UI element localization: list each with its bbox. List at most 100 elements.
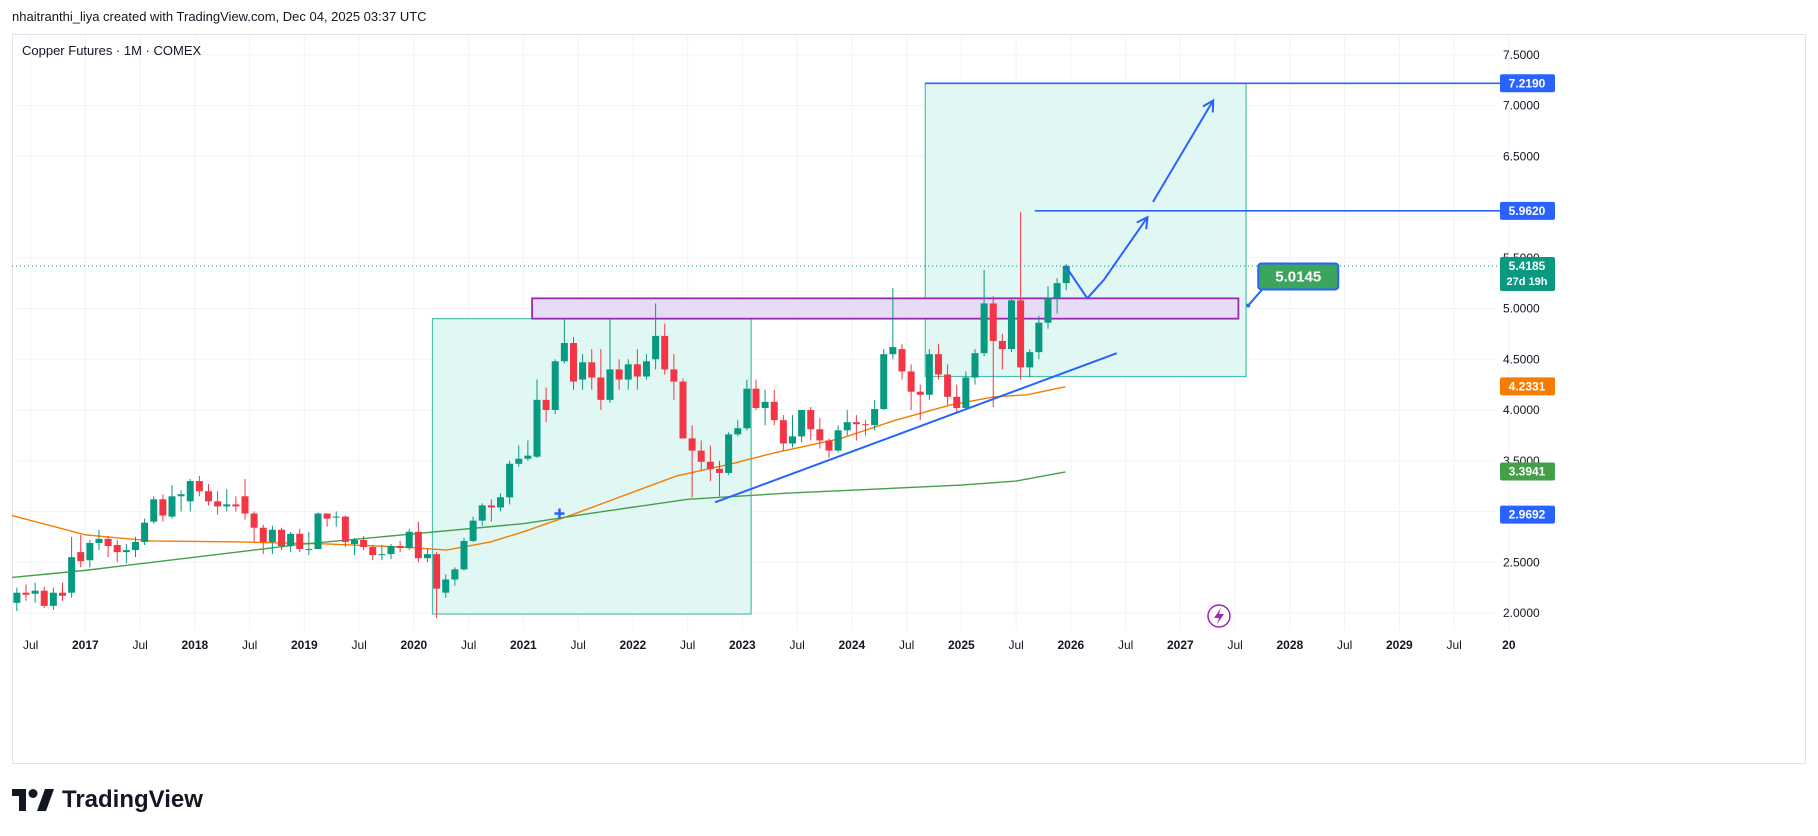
candle-body <box>734 428 742 435</box>
x-tick-label: 2023 <box>729 638 756 652</box>
candle-body <box>1017 300 1025 368</box>
candle-body <box>496 497 504 508</box>
candle-body <box>962 377 970 408</box>
candle <box>442 574 450 598</box>
candle-body <box>13 592 21 603</box>
candle <box>642 354 650 380</box>
candle-body <box>268 529 276 542</box>
projection-arrow-2-head <box>1202 98 1215 113</box>
y-tick-label: 7.0000 <box>1503 99 1540 113</box>
price-label-box <box>1500 74 1555 93</box>
candle-body <box>515 458 523 464</box>
candle-body <box>980 303 988 354</box>
lightning-icon-bolt <box>1214 608 1224 624</box>
candle-body <box>204 491 212 502</box>
candle <box>569 336 577 390</box>
candle <box>423 548 431 563</box>
candle-body <box>287 533 295 547</box>
candle <box>506 460 514 505</box>
price-label-text: 2.9692 <box>1509 508 1546 522</box>
x-tick-label: Jul <box>351 638 366 652</box>
candle-body <box>998 340 1006 350</box>
candle-body <box>1053 283 1061 299</box>
price-label-countdown: 27d 19h <box>1507 276 1548 288</box>
candle <box>533 379 541 458</box>
candle <box>360 535 368 551</box>
moving-averages <box>11 385 1066 579</box>
candle-body <box>414 531 422 559</box>
candle <box>688 425 696 498</box>
candle <box>880 349 888 410</box>
tradingview-brand[interactable]: TradingView <box>12 786 203 814</box>
candle-body <box>506 463 514 498</box>
candle-body <box>405 531 413 549</box>
candle-body <box>569 343 577 382</box>
candle-body <box>770 401 778 421</box>
candle-body <box>214 501 222 507</box>
candle-body <box>597 377 605 400</box>
candle-body <box>433 554 441 589</box>
candle-body <box>195 481 203 492</box>
candle-body <box>442 579 450 593</box>
x-tick-label: Jul <box>899 638 914 652</box>
candle-body <box>779 420 787 444</box>
candle-body <box>1035 322 1043 353</box>
candle <box>177 490 185 512</box>
y-tick-label: 6.5000 <box>1503 149 1540 163</box>
candle-body <box>560 343 568 362</box>
candle-body <box>341 516 349 542</box>
candle-body <box>186 481 194 502</box>
candle <box>168 485 176 519</box>
y-tick-label: 5.0000 <box>1503 302 1540 316</box>
candle <box>460 537 468 571</box>
candle-body <box>715 468 723 473</box>
candle <box>13 587 21 611</box>
candle <box>907 364 915 410</box>
candle-body <box>642 361 650 377</box>
price-label: 5.4185 27d 19h <box>1500 257 1555 292</box>
candle-body <box>861 424 869 426</box>
candle <box>934 344 942 380</box>
x-tick-label: 2019 <box>291 638 318 652</box>
candle <box>661 323 669 375</box>
x-tick-label: 2022 <box>620 638 647 652</box>
price-label-box <box>1500 201 1555 220</box>
drawing-zones <box>431 82 1247 615</box>
candle <box>204 484 212 506</box>
candle <box>597 349 605 410</box>
candle-body <box>615 369 623 380</box>
candle <box>232 496 240 512</box>
candle-body <box>788 436 796 444</box>
candle-body <box>798 410 806 437</box>
candle-body <box>916 391 924 395</box>
candle <box>807 406 815 441</box>
candle-body <box>487 505 495 508</box>
candle-body <box>606 369 614 400</box>
candle-body <box>697 450 705 462</box>
price-label: 3.3941 <box>1500 462 1555 481</box>
candle <box>779 415 787 451</box>
candle <box>1007 298 1015 353</box>
y-tick-label: 4.0000 <box>1503 403 1540 417</box>
candle <box>798 410 806 443</box>
candle <box>679 378 687 439</box>
candle-body <box>579 362 587 380</box>
x-tick-label: 2021 <box>510 638 537 652</box>
candle <box>989 296 997 407</box>
candle <box>579 354 587 390</box>
candle <box>469 516 477 542</box>
candle-body <box>104 538 112 547</box>
projection-arrow-1 <box>1064 216 1149 300</box>
x-tick-label: Jul <box>1008 638 1023 652</box>
x-tick-label: Jul <box>1337 638 1352 652</box>
candle <box>889 288 897 360</box>
candle-body <box>451 569 459 580</box>
candle <box>223 489 231 512</box>
candle <box>770 389 778 426</box>
candle-body <box>1026 352 1034 368</box>
candle-body <box>925 354 933 395</box>
candle <box>615 359 623 390</box>
candle <box>131 536 139 558</box>
drawings: 5.0145 <box>12 82 1555 628</box>
